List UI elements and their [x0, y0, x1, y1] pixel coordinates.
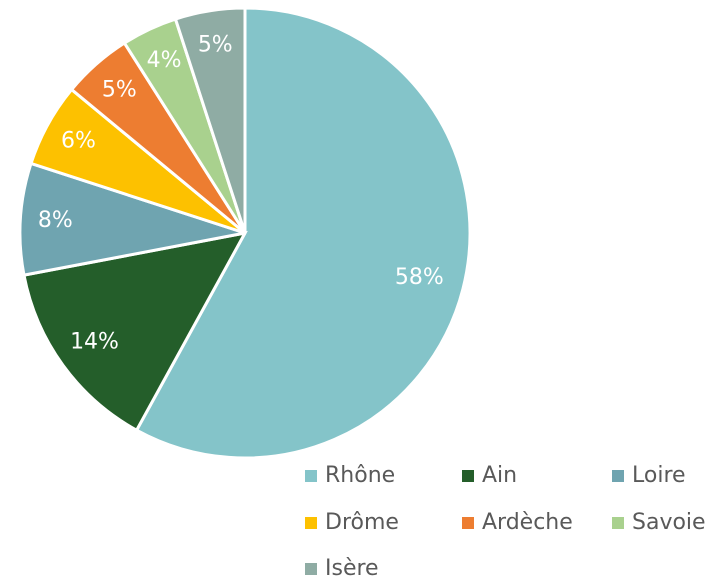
- data-label: 4%: [147, 48, 182, 73]
- legend-swatch: [462, 470, 474, 482]
- pie-slice: [18, 161, 246, 277]
- legend-swatch: [305, 517, 317, 529]
- legend-label: Ardèche: [482, 510, 573, 535]
- data-label: 5%: [198, 32, 233, 57]
- pie-slice: [173, 6, 247, 234]
- legend-swatch: [462, 517, 474, 529]
- legend-swatch: [305, 470, 317, 482]
- data-label: 14%: [70, 329, 119, 354]
- legend-label: Savoie: [632, 510, 706, 535]
- data-label: 5%: [102, 77, 137, 102]
- legend-label: Ain: [482, 463, 517, 488]
- data-label: 8%: [38, 208, 73, 233]
- legend-swatch: [612, 470, 624, 482]
- legend-label: Loire: [632, 463, 686, 488]
- pie-slice: [134, 6, 472, 460]
- legend-swatch: [305, 563, 317, 575]
- legend-label: Drôme: [325, 510, 399, 535]
- data-label: 58%: [395, 265, 444, 290]
- data-label: 6%: [61, 128, 96, 153]
- legend-label: Isère: [325, 556, 379, 581]
- pie-slice: [22, 230, 248, 433]
- legend-swatch: [612, 517, 624, 529]
- legend-label: Rhône: [325, 463, 395, 488]
